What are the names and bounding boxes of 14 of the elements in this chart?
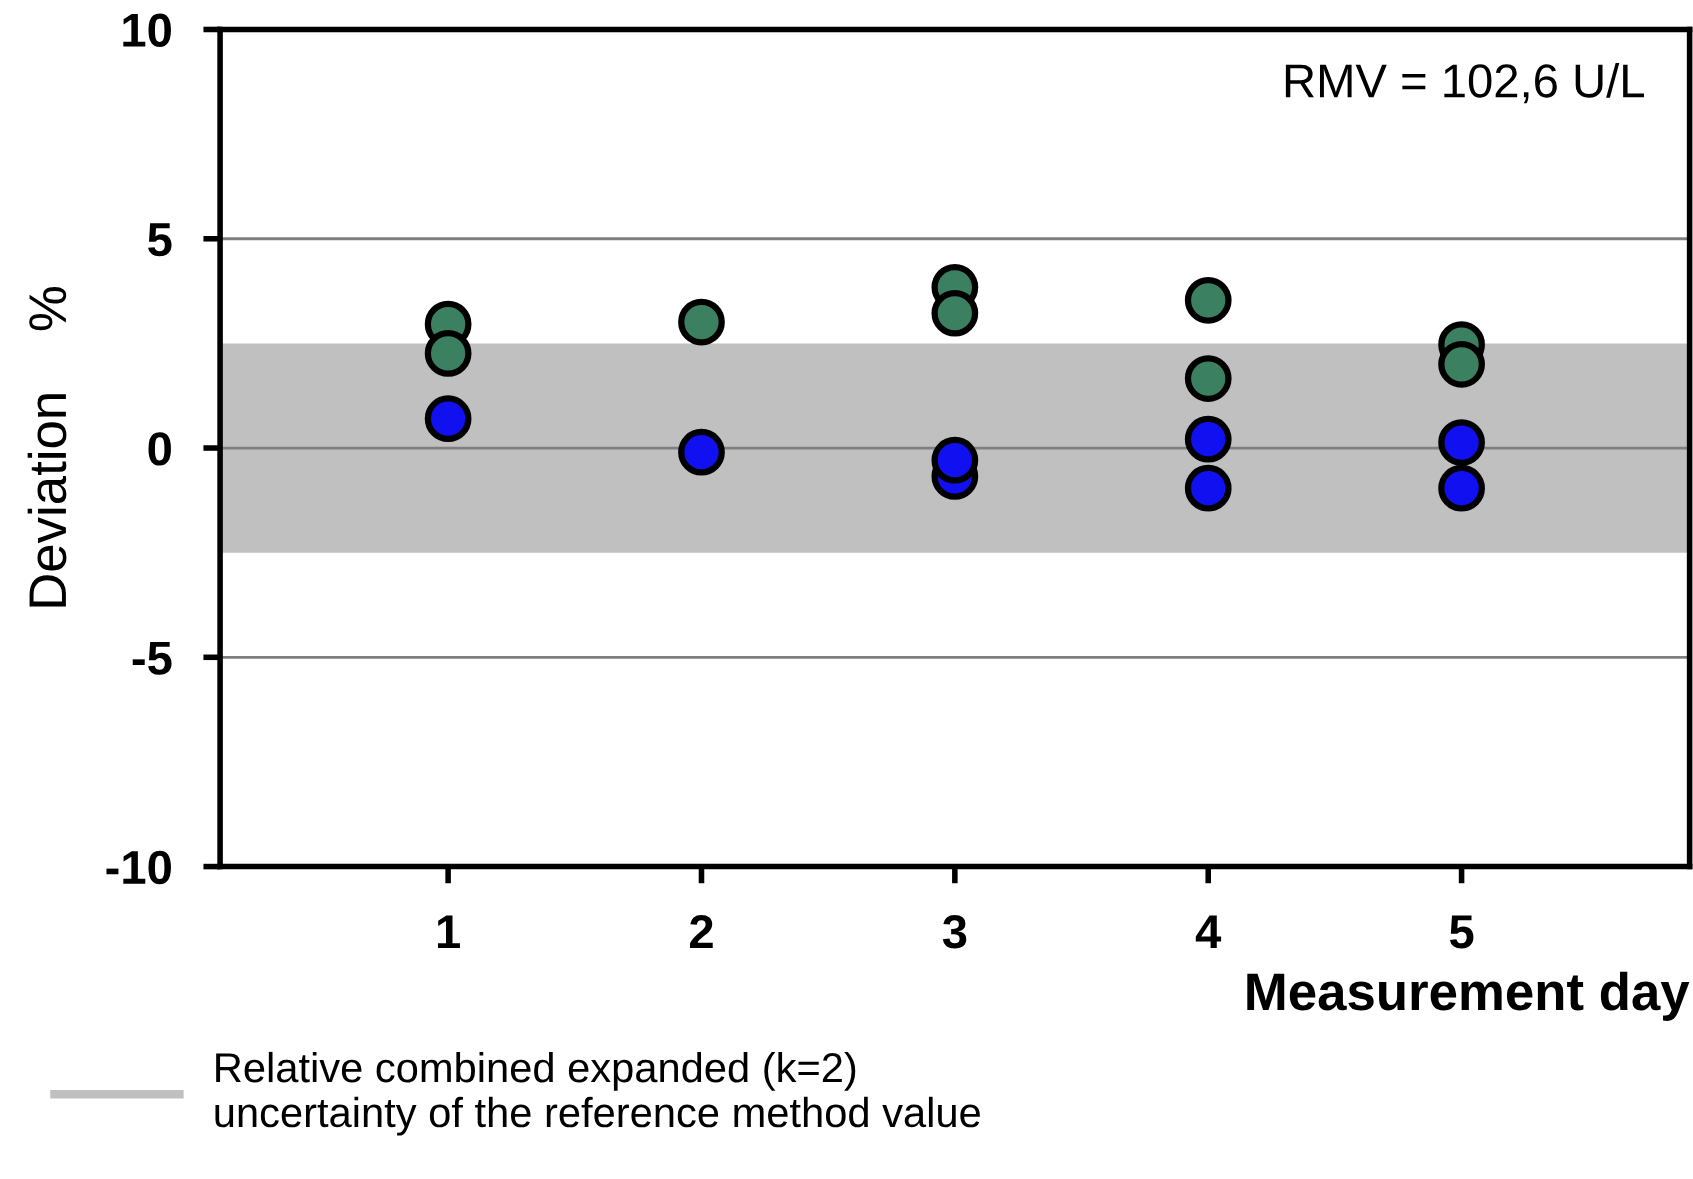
legend-label: Relative combined expanded (k=2) uncertainty of the reference method value (215, 1051, 980, 1136)
x-tick-label: 3 (942, 915, 967, 949)
x-tick-label: 5 (1449, 915, 1474, 949)
y-tick-label: 0 (148, 432, 171, 466)
y-axis-title: Deviation % (27, 287, 67, 607)
y-tick-label: 10 (123, 13, 171, 48)
x-tick-label: 2 (689, 915, 713, 949)
y-tick-label: -5 (132, 641, 172, 675)
x-axis-title: Measurement day (1247, 971, 1690, 1021)
x-tick-label: 4 (1195, 915, 1222, 949)
y-tick-label: -10 (106, 850, 171, 885)
y-tick-label: 5 (148, 223, 172, 257)
x-tick-label: 1 (437, 915, 460, 949)
annotation: RMV = 102,6 U/L (1285, 62, 1644, 104)
